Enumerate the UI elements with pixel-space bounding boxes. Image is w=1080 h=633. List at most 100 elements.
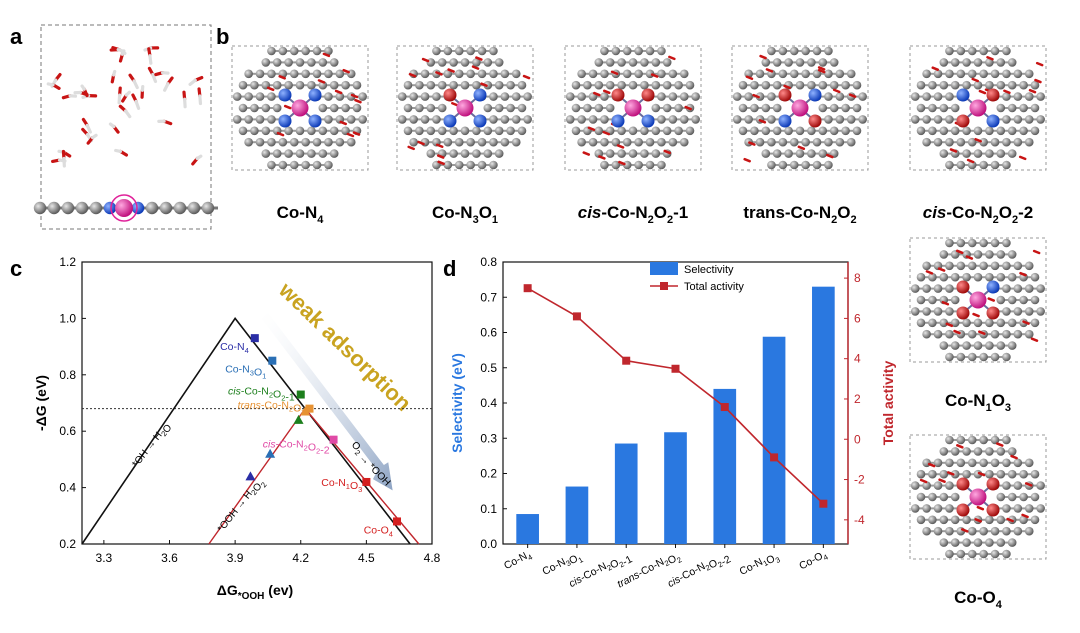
carbon-atom [335,69,345,79]
water-bond [938,478,946,483]
carbon-atom [267,115,276,124]
carbon-atom [1002,526,1011,536]
carbon-atom [571,80,581,90]
triangle-marker [245,471,256,481]
structure-4 [909,45,1047,171]
atom [33,201,47,215]
carbon-atom [284,149,293,158]
oxygen-atom [641,88,655,102]
carbon-atom [1036,504,1045,513]
carbon-atom [945,261,954,271]
carbon-atom [939,447,949,456]
carbon-atom [640,58,649,67]
carbon-atom [996,447,1006,456]
carbon-atom [1030,126,1040,136]
carbon-atom [767,46,776,56]
carbon-atom [979,46,988,56]
carbon-atom [852,103,862,113]
carbon-atom [985,58,994,67]
panel-a-side-view [33,24,218,230]
carbon-atom [662,80,672,90]
water-bond [587,126,596,132]
carbon-atom [812,160,822,170]
carbon-atom [767,160,776,170]
carbon-atom [795,58,805,67]
carbon-atom [577,115,586,124]
total-activity-marker [622,356,631,365]
carbon-atom [939,515,949,525]
water-bond [437,160,445,166]
carbon-atom [1036,115,1045,124]
carbon-atom [973,318,983,328]
cell-boundary [909,434,1047,560]
carbon-atom [945,352,954,362]
carbon-atom [990,352,1000,362]
carbon-atom [267,46,276,56]
point-label: Co-N1O3 [321,477,362,494]
atom [89,201,103,215]
triangle-marker [300,406,311,416]
water-bond [752,93,760,99]
carbon-atom [922,458,931,468]
square-marker [305,404,314,413]
carbon-atom [939,538,949,547]
carbon-atom [812,46,822,56]
carbon-atom [329,126,339,136]
carbon-atom [651,80,661,90]
carbon-atom [1030,80,1040,90]
water-bond [1032,249,1041,255]
carbon-atom [255,69,265,79]
carbon-atom [267,92,276,101]
carbon-atom [312,160,322,170]
carbon-atom [910,504,920,513]
carbon-atom [784,126,793,136]
carbon-atom [1024,284,1034,293]
water-bond [759,54,767,60]
carbon-atom [454,137,464,147]
carbon-atom [358,115,367,124]
square-marker [362,477,371,486]
water-bond [1034,78,1042,84]
carbon-atom [301,137,310,147]
carbon-atom [511,115,521,124]
carbon-atom [250,80,259,90]
atom [159,201,173,215]
water-bond [114,148,123,154]
carbon-atom [846,115,856,124]
carbon-atom [605,58,615,67]
carbon-atom [420,69,430,79]
carbon-atom [738,80,748,90]
carbon-atom [244,92,253,101]
carbon-atom [945,92,954,101]
carbon-atom [950,295,960,305]
water-bond [941,300,950,306]
oxygen-atom [956,477,970,491]
carbon-atom [454,160,464,170]
legend-label-total-activity: Total activity [684,281,744,293]
carbon-atom [605,80,615,90]
carbon-atom [824,46,833,56]
carbon-atom [967,526,977,536]
water-bond [417,140,425,146]
carbon-atom [916,295,926,305]
nitrogen-atom [308,88,322,102]
carbon-atom [1019,80,1028,90]
oxygen-atom [443,88,457,102]
carbon-atom [415,126,424,136]
carbon-atom [1013,69,1023,79]
total-activity-marker [671,364,680,373]
carbon-atom [996,149,1006,158]
water-bond [616,144,625,149]
category-label: cis-Co-N2O2-2 [666,548,734,595]
carbon-atom [472,149,481,158]
carbon-atom [772,103,782,113]
nitrogen-atom [611,114,625,128]
water-bond [927,462,936,468]
left-tick-label: 0.0 [480,537,497,551]
water-bond [996,442,1004,447]
carbon-atom [511,92,521,101]
carbon-atom [272,80,282,90]
carbon-atom [824,137,833,147]
carbon-atom [657,160,666,170]
carbon-atom [807,80,816,90]
